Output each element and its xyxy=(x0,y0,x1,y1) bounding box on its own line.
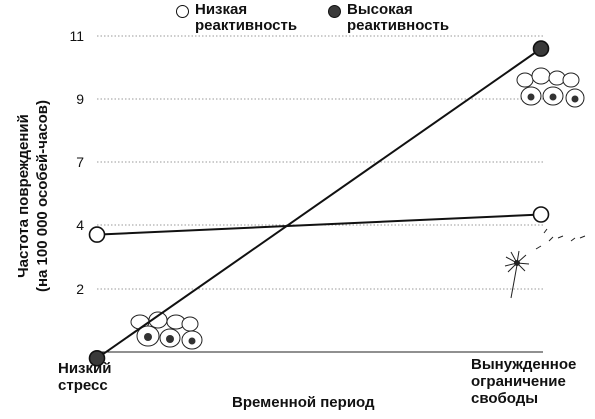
legend-label-low-reactivity: Низкая реактивность xyxy=(195,1,298,34)
data-point-high-reactivity xyxy=(88,349,106,367)
y-axis-label: Частота повреждений (на 100 000 особей-ча… xyxy=(15,100,51,292)
legend-marker-filled xyxy=(328,5,341,18)
y-tick-label: 9 xyxy=(76,91,84,107)
y-tick-labels: 2 4 7 9 11 xyxy=(69,28,84,297)
legend-item-high-reactivity: Высокая реактивность xyxy=(328,2,467,34)
y-tick-label: 11 xyxy=(69,28,84,44)
gridlines xyxy=(97,35,543,290)
x-category-forced-restraint: Вынужденное ограничение свободы xyxy=(471,356,577,407)
orchid-flowers-right-illustration xyxy=(516,67,585,108)
data-series xyxy=(88,40,550,367)
y-tick-label: 7 xyxy=(76,154,84,170)
x-axis-label: Временной период xyxy=(232,394,375,411)
data-point-high-reactivity xyxy=(532,40,550,57)
legend-marker-open xyxy=(176,5,189,18)
series-line-high-reactivity xyxy=(96,47,542,360)
dandelion-illustration xyxy=(504,228,586,299)
legend-label-high-reactivity: Высокая реактивность xyxy=(347,1,450,34)
legend-item-low-reactivity: Низкая реактивность xyxy=(176,2,315,34)
orchid-flowers-left-illustration xyxy=(130,311,203,350)
x-category-low-stress: Низкий стресс xyxy=(58,360,112,394)
series-line-low-reactivity xyxy=(96,213,542,236)
y-tick-label: 4 xyxy=(76,217,84,233)
data-point-low-reactivity xyxy=(88,226,106,243)
data-point-low-reactivity xyxy=(532,206,550,223)
y-tick-label: 2 xyxy=(76,281,84,297)
